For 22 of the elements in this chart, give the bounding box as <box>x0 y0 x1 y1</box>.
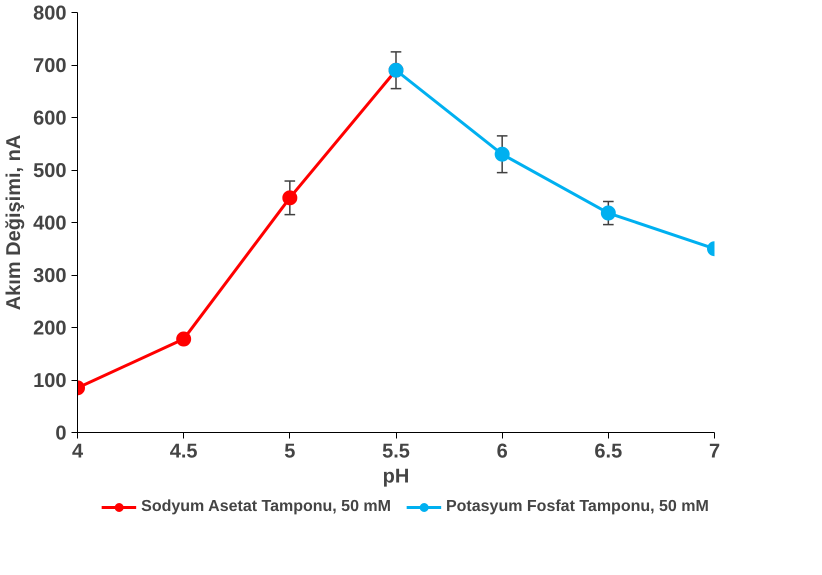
x-tick-label: 5 <box>284 440 296 462</box>
point <box>494 146 510 162</box>
y-tick-label: 300 <box>33 265 67 287</box>
y-axis-title: Akım Değişimi, nA <box>3 134 26 310</box>
y-tick-label: 700 <box>33 55 67 77</box>
x-tick-label: 4 <box>72 440 84 462</box>
x-tick-label: 5.5 <box>382 440 410 462</box>
legend-label: Potasyum Fosfat Tamponu, 50 mM <box>446 498 709 516</box>
y-tick-label: 400 <box>33 212 67 234</box>
x-tick-label: 6 <box>496 440 508 462</box>
y-tick-label: 100 <box>33 370 67 392</box>
y-tick-label: 200 <box>33 318 67 340</box>
x-tick-label: 7 <box>708 440 720 462</box>
y-tick-label: 800 <box>33 2 67 24</box>
y-tick-label: 500 <box>33 160 67 182</box>
legend-label: Sodyum Asetat Tamponu, 50 mM <box>141 498 391 516</box>
point <box>282 190 298 206</box>
y-tick-label: 600 <box>33 108 67 130</box>
x-tick-label: 6.5 <box>594 440 622 462</box>
y-tick-label: 0 <box>55 422 66 444</box>
x-tick-label: 4.5 <box>170 440 198 462</box>
x-axis-title: pH <box>382 466 410 488</box>
